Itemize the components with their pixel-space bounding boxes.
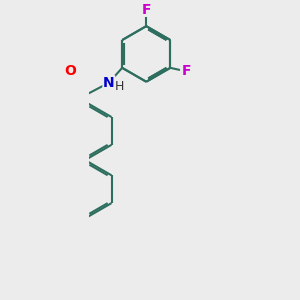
Text: N: N <box>103 76 115 90</box>
Text: H: H <box>115 80 124 92</box>
Text: O: O <box>64 64 76 78</box>
Text: F: F <box>142 3 151 17</box>
Text: F: F <box>182 64 191 78</box>
